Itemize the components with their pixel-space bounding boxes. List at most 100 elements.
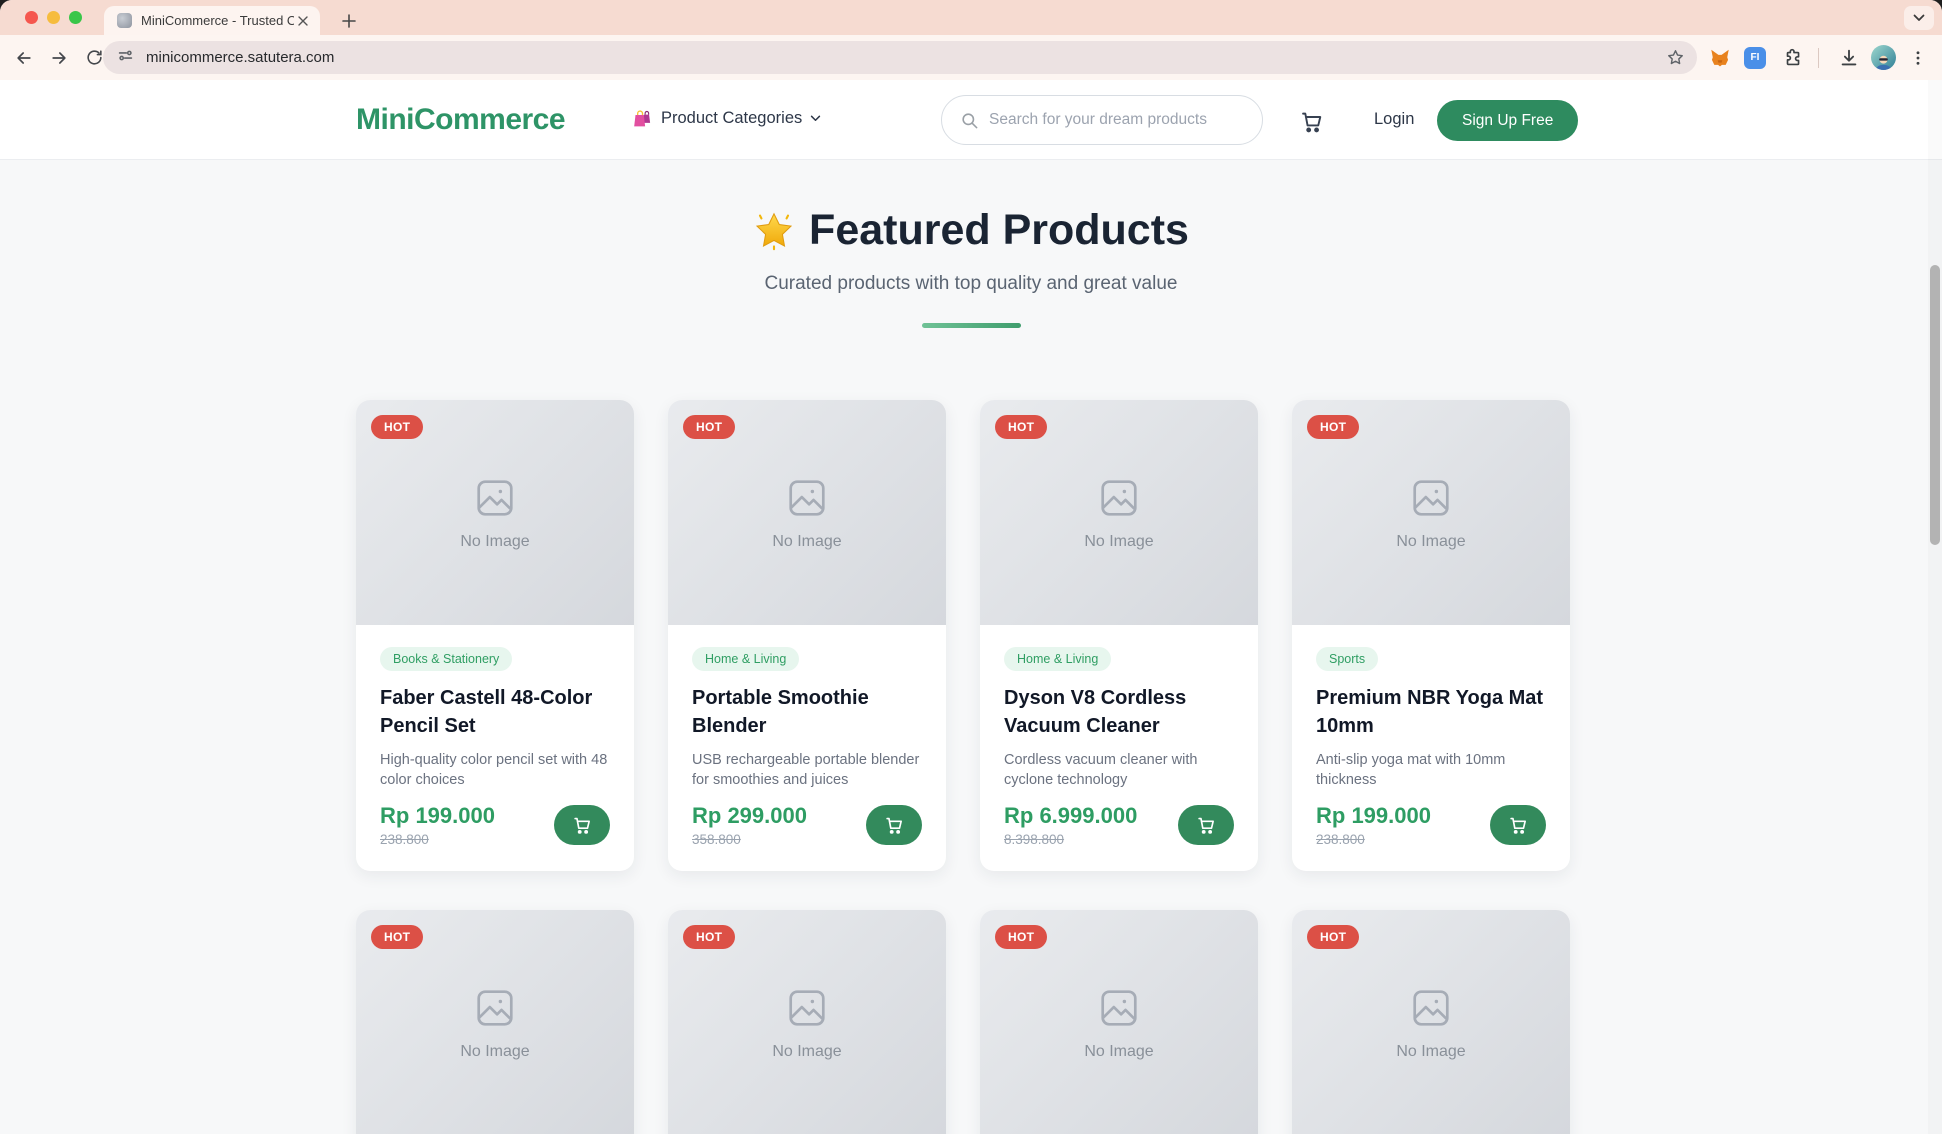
- product-title: Dyson V8 Cordless Vacuum Cleaner: [1004, 687, 1187, 738]
- zoom-window-button[interactable]: [69, 11, 82, 24]
- star-icon: [755, 212, 793, 250]
- shopping-bags-icon: [634, 110, 651, 127]
- product-card[interactable]: HOT No Image Books & Stationery Faber Ca…: [356, 400, 634, 871]
- add-to-cart-button[interactable]: [866, 805, 922, 845]
- scrollbar-thumb[interactable]: [1930, 265, 1940, 545]
- tab-search-chevron-icon[interactable]: [1904, 6, 1934, 30]
- site-settings-icon[interactable]: [117, 47, 134, 69]
- tab-strip: MiniCommerce - Trusted Onli: [0, 0, 1942, 35]
- category-badge: Sports: [1316, 647, 1379, 671]
- product-grid: HOT No Image Books & Stationery Faber Ca…: [356, 400, 1570, 1134]
- category-badge: Books & Stationery: [380, 647, 513, 671]
- product-card[interactable]: HOT No Image Home & Living Dyson V8 Cord…: [980, 400, 1258, 871]
- hot-badge: HOT: [995, 925, 1048, 949]
- page-title: Featured Products: [753, 206, 1189, 255]
- product-price: Rp 6.999.000: [1004, 803, 1138, 828]
- url-text: minicommerce.satutera.com: [146, 49, 335, 66]
- add-to-cart-button[interactable]: [1178, 805, 1234, 845]
- no-image-label: No Image: [1396, 1042, 1466, 1060]
- product-categories-dropdown[interactable]: Product Categories: [632, 108, 821, 129]
- product-card[interactable]: HOT No Image: [1292, 910, 1570, 1134]
- category-badge: Home & Living: [1004, 647, 1112, 671]
- product-card[interactable]: HOT No Image Sports Premium NBR Yoga Mat…: [1292, 400, 1570, 871]
- no-image-label: No Image: [772, 1042, 842, 1060]
- signup-button[interactable]: Sign Up Free: [1437, 100, 1579, 141]
- featured-section-header: Featured Products Curated products with …: [0, 206, 1942, 328]
- no-image-label: No Image: [460, 1042, 530, 1060]
- tab-title: MiniCommerce - Trusted Onli: [141, 13, 294, 28]
- product-card[interactable]: HOT No Image: [980, 910, 1258, 1134]
- back-button[interactable]: [9, 43, 39, 73]
- image-icon: [1101, 479, 1137, 516]
- product-card[interactable]: HOT No Image: [668, 910, 946, 1134]
- downloads-icon[interactable]: [1836, 45, 1862, 71]
- extensions-puzzle-icon[interactable]: [1780, 46, 1804, 70]
- close-tab-icon[interactable]: [294, 12, 312, 30]
- hot-badge: HOT: [371, 415, 424, 439]
- page-scrollbar[interactable]: [1928, 80, 1942, 1134]
- login-link[interactable]: Login: [1374, 110, 1415, 128]
- product-image-placeholder: HOT No Image: [1292, 400, 1570, 625]
- product-card[interactable]: HOT No Image Home & Living Portable Smoo…: [668, 400, 946, 871]
- minimize-window-button[interactable]: [47, 11, 60, 24]
- no-image-label: No Image: [1084, 1042, 1154, 1060]
- product-description: High-quality color pencil set with 48 co…: [380, 751, 608, 788]
- product-card[interactable]: HOT No Image: [356, 910, 634, 1134]
- cart-icon: [1510, 817, 1526, 834]
- product-title: Portable Smoothie Blender: [692, 687, 869, 738]
- image-icon: [789, 479, 825, 516]
- search-icon: [962, 112, 978, 128]
- section-divider: [921, 322, 1021, 328]
- fi-extension-icon[interactable]: FI: [1744, 46, 1766, 69]
- product-image-placeholder: HOT No Image: [668, 400, 946, 625]
- product-image-placeholder: HOT No Image: [980, 400, 1258, 625]
- product-old-price: 358.800: [692, 832, 741, 847]
- product-image-placeholder: HOT No Image: [356, 400, 634, 625]
- browser-tab[interactable]: MiniCommerce - Trusted Onli: [104, 6, 320, 35]
- product-description: Anti-slip yoga mat with 10mm thickness: [1316, 751, 1506, 788]
- site-logo[interactable]: MiniCommerce: [356, 103, 566, 136]
- search-input[interactable]: [989, 111, 1248, 129]
- cart-icon: [1198, 817, 1214, 834]
- product-price: Rp 199.000: [380, 803, 495, 828]
- search-bar: [941, 95, 1263, 145]
- close-window-button[interactable]: [25, 11, 38, 24]
- hot-badge: HOT: [683, 415, 736, 439]
- browser-menu-icon[interactable]: [1906, 46, 1930, 70]
- address-bar[interactable]: minicommerce.satutera.com: [103, 41, 1697, 74]
- favicon: [117, 13, 132, 28]
- profile-avatar[interactable]: [1871, 45, 1896, 70]
- product-price: Rp 299.000: [692, 803, 807, 828]
- page-subtitle: Curated products with top quality and gr…: [764, 272, 1178, 294]
- metamask-extension-icon[interactable]: [1708, 46, 1732, 70]
- add-to-cart-button[interactable]: [554, 805, 610, 845]
- product-categories-label: Product Categories: [661, 109, 803, 127]
- hot-badge: HOT: [995, 415, 1048, 439]
- image-icon: [789, 989, 825, 1026]
- reload-button[interactable]: [79, 43, 109, 73]
- no-image-label: No Image: [1084, 532, 1154, 550]
- no-image-label: No Image: [460, 532, 530, 550]
- product-description: USB rechargeable portable blender for sm…: [692, 751, 920, 788]
- image-icon: [1413, 989, 1449, 1026]
- bookmark-star-icon[interactable]: [1666, 48, 1685, 67]
- image-icon: [477, 989, 513, 1026]
- product-image-placeholder: HOT No Image: [1292, 910, 1570, 1134]
- hot-badge: HOT: [683, 925, 736, 949]
- cart-icon: [886, 817, 902, 834]
- product-image-placeholder: HOT No Image: [356, 910, 634, 1134]
- cart-icon[interactable]: [1296, 106, 1326, 136]
- product-price: Rp 199.000: [1316, 803, 1431, 828]
- hot-badge: HOT: [371, 925, 424, 949]
- add-to-cart-button[interactable]: [1490, 805, 1546, 845]
- hot-badge: HOT: [1307, 415, 1360, 439]
- category-badge: Home & Living: [692, 647, 800, 671]
- hot-badge: HOT: [1307, 925, 1360, 949]
- site-header: MiniCommerce Product Categories Login Si…: [0, 80, 1942, 160]
- new-tab-button[interactable]: [336, 8, 362, 34]
- toolbar-divider: [1818, 48, 1819, 68]
- product-old-price: 238.800: [1316, 832, 1365, 847]
- image-icon: [1413, 479, 1449, 516]
- forward-button[interactable]: [44, 43, 74, 73]
- window-controls: [25, 11, 82, 24]
